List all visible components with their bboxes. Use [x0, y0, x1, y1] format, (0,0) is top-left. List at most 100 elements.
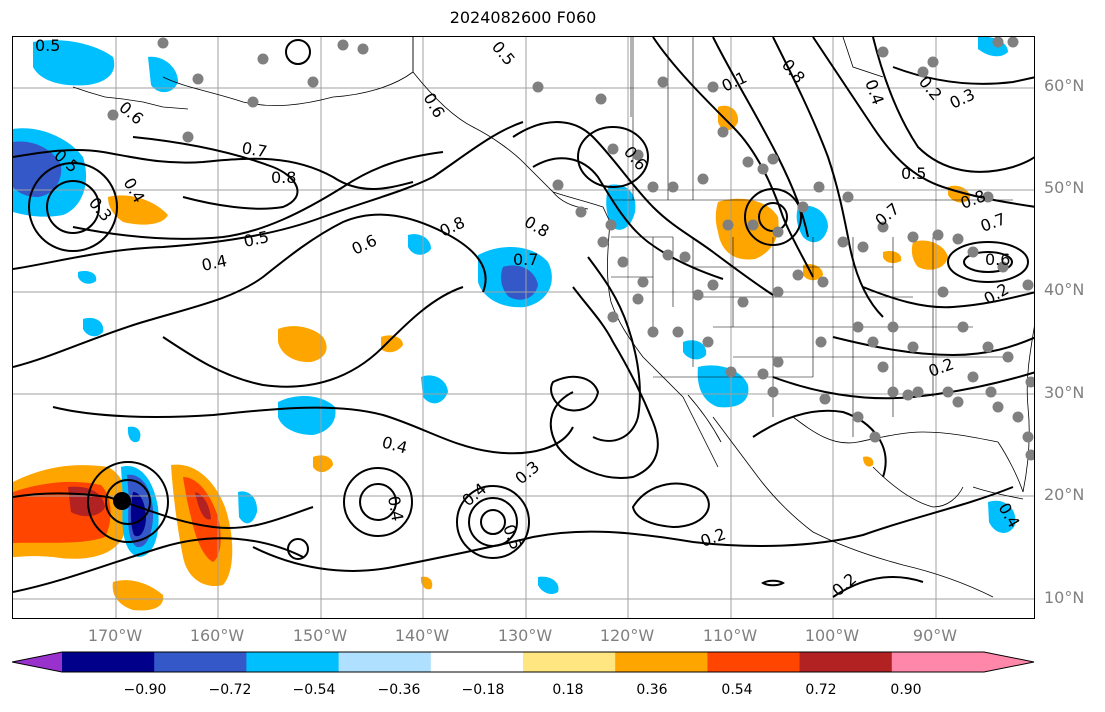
colorbar-tick-label: −0.90 [123, 682, 167, 698]
contour-label: 0.5 [901, 164, 926, 183]
lon-label: 130°W [497, 626, 553, 645]
shade-blue-carib [988, 500, 1016, 533]
station-dot [797, 201, 809, 213]
station-dot [982, 191, 994, 203]
contour-ring [963, 251, 1013, 273]
contour-ring [744, 188, 802, 246]
station-dot [1022, 431, 1034, 443]
lat-label: 30°N [1044, 383, 1085, 402]
shade-blue-nw [33, 40, 115, 86]
station-dot [877, 46, 889, 58]
contour-ring [480, 509, 506, 535]
contour-line [13, 213, 487, 368]
shade-red-east [183, 477, 221, 562]
colorbar-tick-label: 0.72 [805, 682, 837, 698]
map-panel: 0.5 0.6 0.5 0.4 0.3 0.7 0.8 0.5 0.4 0.6 … [12, 36, 1035, 619]
station-dot [982, 341, 994, 353]
contour-ring [456, 485, 530, 559]
station-dots [107, 37, 1034, 461]
shade-blue-small1 [83, 317, 104, 337]
station-dot [1022, 279, 1034, 291]
shade-blue-baja [697, 365, 749, 408]
station-dot [647, 326, 659, 338]
station-dot [842, 191, 854, 203]
station-dot [902, 389, 914, 401]
station-dot [747, 219, 759, 231]
station-dot [997, 261, 1009, 273]
baja [682, 394, 722, 468]
colorbar-bin [338, 652, 432, 672]
colorbar-extend-max [984, 652, 1034, 672]
contour-label: 0.2 [926, 354, 956, 381]
station-dot [1012, 411, 1024, 423]
colorbar-bin [523, 652, 616, 672]
contour-line [631, 482, 710, 529]
contour-line [832, 336, 1034, 357]
station-dot [952, 396, 964, 408]
shade-orange-bc [718, 105, 739, 131]
station-dot [772, 356, 784, 368]
contour-ring [87, 461, 169, 543]
lat-label: 50°N [1044, 178, 1085, 197]
station-dot [692, 289, 704, 301]
storm-center-marker [113, 492, 131, 510]
station-dot [337, 39, 349, 51]
station-dot [772, 286, 784, 298]
station-dot [192, 73, 204, 85]
contour-label: 0.7 [871, 199, 903, 230]
colorbar-segments [12, 651, 1035, 673]
map-canvas: 0.5 0.6 0.5 0.4 0.3 0.7 0.8 0.5 0.4 0.6 … [13, 37, 1034, 618]
station-dot [605, 219, 617, 231]
shade-blue-mid3 [238, 491, 258, 524]
florida [997, 441, 1024, 493]
colorbar-tick-label: −0.18 [461, 682, 505, 698]
lat-label: 20°N [1044, 485, 1085, 504]
colorbar-tick-label: 0.36 [636, 682, 668, 698]
shade-royal-offshore [501, 265, 538, 300]
shade-orange-mid3 [313, 455, 333, 473]
station-dot [307, 76, 319, 88]
station-dot [837, 236, 849, 248]
colorbar-tick-label: −0.54 [292, 682, 336, 698]
contour-label: 0.4 [458, 479, 490, 510]
contour-line [652, 37, 814, 278]
contour-line [52, 406, 574, 455]
lon-label: 90°W [912, 626, 958, 645]
station-dot [992, 37, 1004, 48]
station-dot [767, 386, 779, 398]
contour-line [550, 375, 600, 412]
station-dot [1025, 376, 1034, 388]
shade-blue-mid4 [408, 234, 431, 255]
contour-line [752, 409, 887, 478]
contour-ring [468, 497, 518, 547]
contour-label: 0.1 [719, 68, 750, 96]
contour-label: 0.7 [513, 250, 538, 269]
colorbar-bin [62, 652, 155, 672]
yucatan [872, 466, 964, 508]
station-dot [697, 173, 709, 185]
shade-blue-mid2 [421, 375, 448, 404]
station-dot [1007, 37, 1019, 48]
station-dot [937, 286, 949, 298]
contour-label: 0.6 [420, 90, 449, 122]
contour-line [512, 121, 774, 296]
aleutians [72, 86, 189, 110]
station-dot [657, 76, 669, 88]
lon-label: 100°W [804, 626, 860, 645]
contour-label: 0.4 [380, 433, 410, 458]
shade-orange-mid2 [381, 335, 403, 353]
station-dot [632, 149, 644, 161]
colorbar-extend-min [12, 652, 62, 672]
contour-line [892, 66, 1034, 85]
colorbar-tick-label: 0.90 [890, 682, 922, 698]
shade-blue-mexico [683, 340, 707, 360]
lon-label: 150°W [292, 626, 348, 645]
contour-label: 0.5 [499, 522, 526, 552]
contour-label: 0.2 [915, 72, 946, 104]
contour-label: 0.6 [985, 250, 1010, 269]
station-dot [617, 256, 629, 268]
colorbar-bin [246, 652, 340, 672]
contour-ring [359, 483, 397, 521]
contour-label: 0.5 [488, 37, 519, 69]
station-dot [767, 153, 779, 165]
